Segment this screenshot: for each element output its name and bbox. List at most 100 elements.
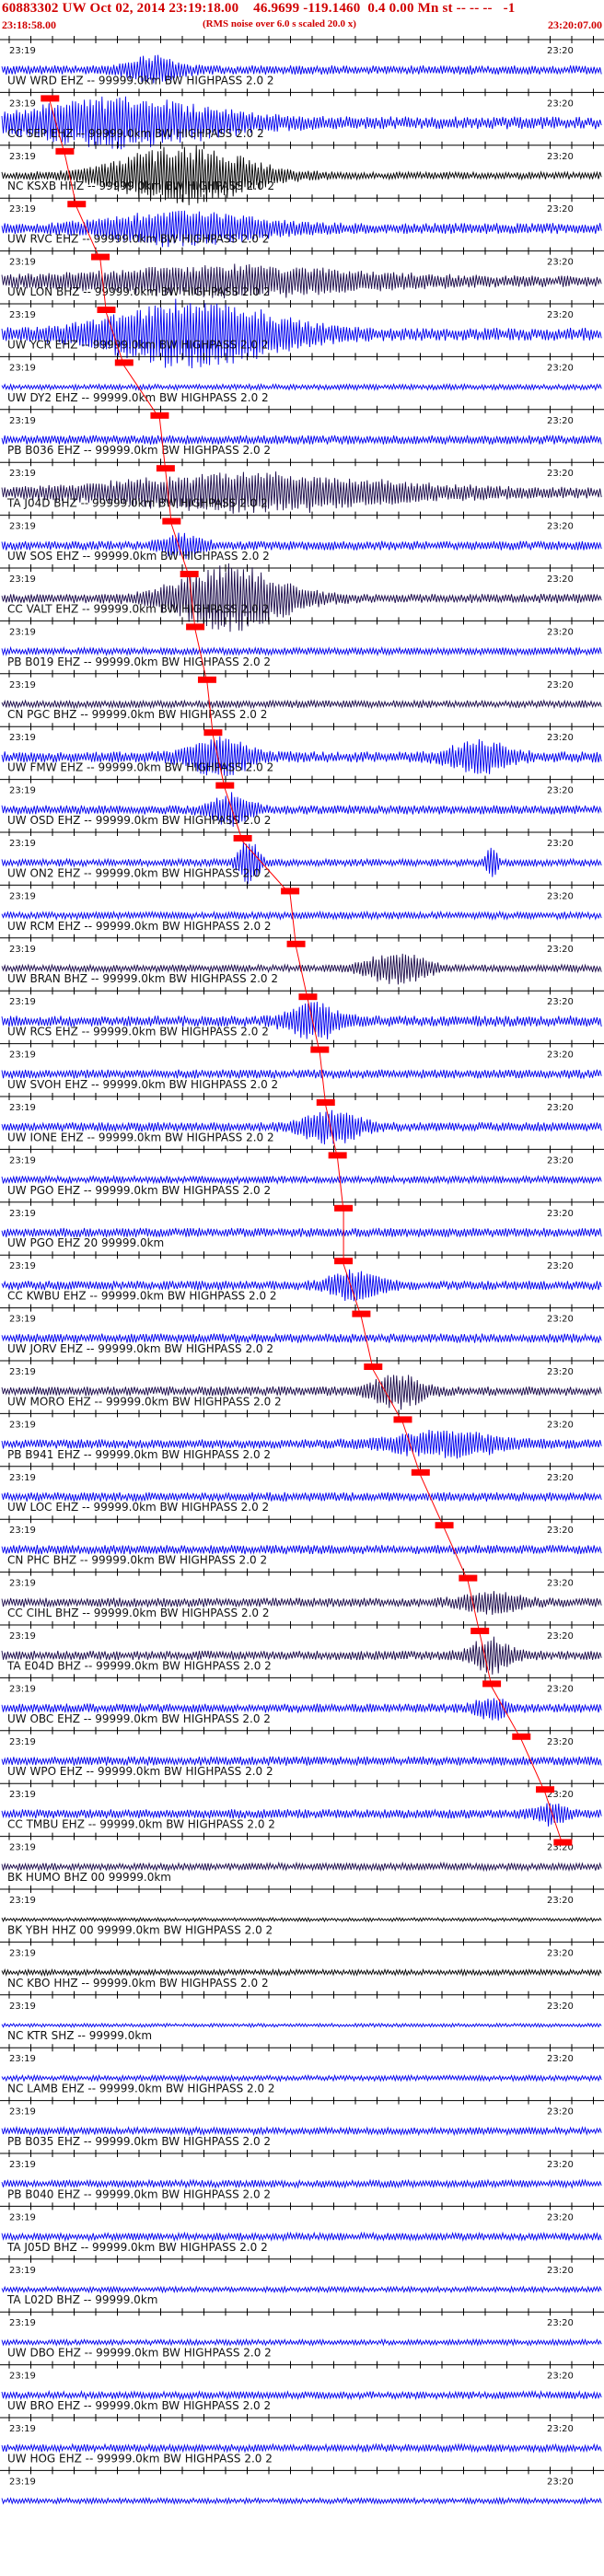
time-tick-label-right: 23:20 xyxy=(547,2477,574,2487)
station-label: UW RVC EHZ -- 99999.0km BW HIGHPASS 2.0 … xyxy=(7,233,269,246)
arrival-pick-marker xyxy=(364,1363,383,1370)
arrival-pick-marker xyxy=(55,147,75,155)
waveform-trace xyxy=(1,210,602,248)
station-label: UW OSD EHZ -- 99999.0km BW HIGHPASS 2.0 … xyxy=(7,814,271,827)
seismogram-plot: 23:19 23:20 23:19 23:20 UW WRD EHZ -- 99999.… xyxy=(0,36,604,2505)
station-label: CC CIHL BHZ -- 99999.0km BW HIGHPASS 2.0… xyxy=(7,1607,269,1619)
time-tick-label-right: 23:20 xyxy=(547,1948,574,1958)
station-label: UW YCR EHZ -- 99999.0km BW HIGHPASS 2.0 … xyxy=(7,338,269,351)
time-tick-label-left: 23:19 xyxy=(9,1261,36,1271)
waveform-trace xyxy=(1,1544,602,1555)
arrival-pick-marker xyxy=(512,1733,531,1740)
time-tick-label-left: 23:19 xyxy=(9,1790,36,1800)
time-tick-label-left: 23:19 xyxy=(9,469,36,479)
waveform-trace xyxy=(1,2022,602,2028)
station-label: CC VALT EHZ -- 99999.0km BW HIGHPASS 2.0… xyxy=(7,602,269,615)
time-tick-label-left: 23:19 xyxy=(9,839,36,849)
time-tick-label-left: 23:19 xyxy=(9,680,36,690)
waveform-trace xyxy=(1,563,602,632)
time-tick-label-left: 23:19 xyxy=(9,786,36,796)
time-tick-label-left: 23:19 xyxy=(9,2054,36,2064)
time-tick-label-left: 23:19 xyxy=(9,1684,36,1694)
time-tick-label-left: 23:19 xyxy=(9,574,36,585)
station-label: UW FMW EHZ -- 99999.0km BW HIGHPASS 2.0 … xyxy=(7,761,273,774)
time-tick-label-left: 23:19 xyxy=(9,2266,36,2276)
waveform-trace xyxy=(1,736,602,777)
time-tick-label-right: 23:20 xyxy=(547,1896,574,1906)
time-tick-label-right: 23:20 xyxy=(547,1473,574,1483)
time-tick-label-right: 23:20 xyxy=(547,1367,574,1377)
time-tick-label-right: 23:20 xyxy=(547,1526,574,1536)
time-tick-label-right: 23:20 xyxy=(547,469,574,479)
waveform-trace xyxy=(1,1269,602,1302)
station-label: TA L02D BHZ -- 99999.0km xyxy=(6,2293,157,2306)
time-tick-label-left: 23:19 xyxy=(9,258,36,268)
time-tick-label-right: 23:20 xyxy=(547,363,574,373)
time-tick-label-left: 23:19 xyxy=(9,945,36,955)
time-tick-label-left: 23:19 xyxy=(9,1631,36,1642)
time-tick-label-right: 23:20 xyxy=(547,1050,574,1061)
station-label: NC KSXB HHZ -- 99999.0km BW HIGHPASS 2.0… xyxy=(7,180,274,192)
time-tick-label-left: 23:19 xyxy=(9,733,36,743)
station-label: PB B019 EHZ -- 99999.0km BW HIGHPASS 2.0… xyxy=(7,656,271,668)
waveform-trace xyxy=(1,1636,602,1675)
time-tick-label-left: 23:19 xyxy=(9,997,36,1007)
station-label: UW LON BHZ -- 99999.0km BW HIGHPASS 2.0 … xyxy=(7,285,270,298)
station-label: UW RCM EHZ -- 99999.0km BW HIGHPASS 2.0 … xyxy=(7,920,272,933)
station-label: UW SVOH EHZ -- 99999.0km BW HIGHPASS 2.0… xyxy=(7,1078,278,1091)
time-tick-label-right: 23:20 xyxy=(547,1155,574,1166)
time-tick-label-left: 23:19 xyxy=(9,1367,36,1377)
time-tick-label-left: 23:19 xyxy=(9,416,36,426)
waveform-trace xyxy=(1,1491,602,1503)
time-tick-label-right: 23:20 xyxy=(547,680,574,690)
waveform-trace xyxy=(1,263,602,299)
time-tick-label-right: 23:20 xyxy=(547,2212,574,2222)
time-tick-label-right: 23:20 xyxy=(547,997,574,1007)
time-tick-label-right: 23:20 xyxy=(547,2424,574,2434)
time-tick-label-left: 23:19 xyxy=(9,1473,36,1483)
waveform-trace xyxy=(1,699,602,710)
event-title: 60883302 UW Oct 02, 2014 23:19:18.00 46.… xyxy=(2,1,516,16)
station-label: PB B941 EHZ -- 99999.0km BW HIGHPASS 2.0… xyxy=(7,1448,271,1461)
time-tick-label-right: 23:20 xyxy=(547,627,574,637)
station-label: NC KBO HHZ -- 99999.0km BW HIGHPASS 2.0 … xyxy=(7,1977,269,1990)
station-label: UW IONE EHZ -- 99999.0km BW HIGHPASS 2.0… xyxy=(7,1131,274,1143)
waveform-trace xyxy=(1,2231,602,2243)
waveform-trace xyxy=(1,1174,602,1186)
time-tick-label-right: 23:20 xyxy=(547,945,574,955)
arrival-pick-marker xyxy=(328,1152,347,1159)
time-tick-label-left: 23:19 xyxy=(9,1420,36,1430)
arrival-pick-marker xyxy=(114,359,134,366)
time-tick-label-right: 23:20 xyxy=(547,416,574,426)
waveform-trace xyxy=(1,1591,602,1616)
arrival-pick-marker xyxy=(150,412,169,419)
time-tick-label-right: 23:20 xyxy=(547,2372,574,2382)
arrival-pick-marker xyxy=(310,1046,330,1053)
station-label: UW PGO EHZ 20 99999.0km xyxy=(7,1236,164,1249)
end-time: 23:20:07.00 xyxy=(548,18,602,31)
waveform-trace xyxy=(1,1861,602,1873)
waveform-trace xyxy=(1,1227,602,1238)
time-tick-label-left: 23:19 xyxy=(9,152,36,162)
time-tick-label-right: 23:20 xyxy=(547,2107,574,2118)
station-label: UW ON2 EHZ -- 99999.0km BW HIGHPASS 2.0 … xyxy=(7,866,271,879)
time-tick-label-right: 23:20 xyxy=(547,1103,574,1113)
station-label: BK HUMO BHZ 00 99999.0km xyxy=(7,1871,171,1884)
station-label: NC KTR SHZ -- 99999.0km xyxy=(7,2029,152,2042)
waveform-trace xyxy=(1,910,602,922)
time-tick-label-right: 23:20 xyxy=(547,522,574,532)
station-label: UW JORV EHZ -- 99999.0km BW HIGHPASS 2.0… xyxy=(7,1342,273,1355)
time-tick-label-left: 23:19 xyxy=(9,2002,36,2012)
waveform-trace xyxy=(1,953,602,985)
station-label: CN PGC BHZ -- 99999.0km BW HIGHPASS 2.0 … xyxy=(7,708,267,721)
time-tick-label-right: 23:20 xyxy=(547,1209,574,1219)
time-tick-label-right: 23:20 xyxy=(547,204,574,215)
waveform-trace xyxy=(1,298,602,369)
arrival-pick-marker xyxy=(482,1680,502,1688)
waveform-trace xyxy=(1,2073,602,2083)
time-tick-label-left: 23:19 xyxy=(9,2160,36,2170)
time-tick-label-left: 23:19 xyxy=(9,2477,36,2487)
time-tick-label-left: 23:19 xyxy=(9,522,36,532)
time-tick-label-right: 23:20 xyxy=(547,46,574,56)
arrival-pick-marker xyxy=(215,782,235,789)
